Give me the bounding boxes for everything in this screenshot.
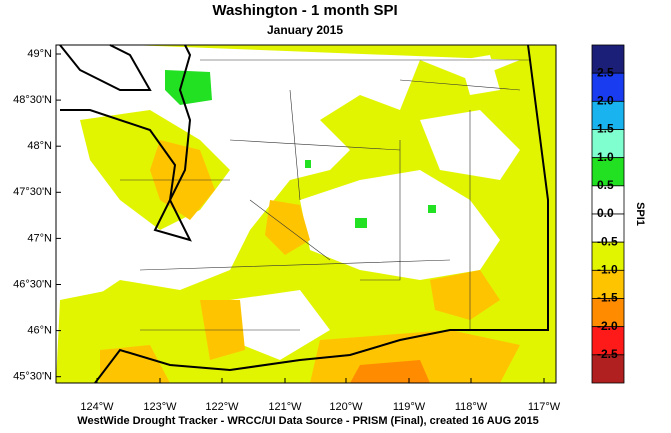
colorbar-bin [591, 326, 625, 356]
colorbar-label: 0.0 [597, 206, 614, 220]
lon-label: 118°W [455, 401, 488, 413]
lon-label: 124°W [80, 401, 114, 413]
footer: WestWide Drought Tracker - WRCC/UI Data … [77, 415, 538, 427]
lon-label: 121°W [268, 401, 302, 413]
colorbar-label: 1.5 [597, 122, 614, 136]
colorbar-bin [591, 157, 625, 187]
colorbar-label: -0.5 [597, 234, 618, 248]
lon-label: 122°W [205, 401, 239, 413]
lat-label: 45°30'N [13, 371, 52, 383]
lat-label: 48°N [27, 140, 52, 152]
lon-label: 123°W [143, 401, 177, 413]
lon-label: 117°W [528, 401, 561, 413]
lat-label: 49°N [27, 48, 52, 60]
colorbar-title: SPI1 [634, 202, 646, 226]
colorbar-label: -2.0 [597, 319, 618, 333]
colorbar-bin [591, 241, 625, 271]
subtitle: January 2015 [267, 23, 343, 37]
lat-label: 47°N [27, 232, 52, 244]
lon-label: 120°W [329, 401, 363, 413]
colorbar-bin [591, 354, 625, 384]
colorbar-bin [591, 185, 625, 215]
lat-label: 47°30'N [13, 186, 52, 198]
colorbar-label: -1.5 [597, 291, 618, 305]
map [55, 44, 557, 384]
colorbar-bin [591, 269, 625, 299]
colorbar-label: 2.5 [597, 65, 614, 79]
colorbar-label: -2.5 [597, 347, 618, 361]
lat-label: 46°30'N [13, 278, 52, 290]
lon-label: 119°W [393, 401, 426, 413]
colorbar-bin [591, 100, 625, 130]
colorbar-label: -1.0 [597, 263, 618, 277]
colorbar-label: 0.5 [597, 178, 614, 192]
lat-label: 48°30'N [13, 94, 52, 106]
colorbar-label: 1.0 [597, 150, 614, 164]
colorbar-bin [591, 129, 625, 159]
colorbar-bin [591, 298, 625, 328]
lat-label: 46°N [27, 325, 52, 337]
colorbar-label: 2.0 [597, 94, 614, 108]
title: Washington - 1 month SPI [212, 2, 397, 19]
